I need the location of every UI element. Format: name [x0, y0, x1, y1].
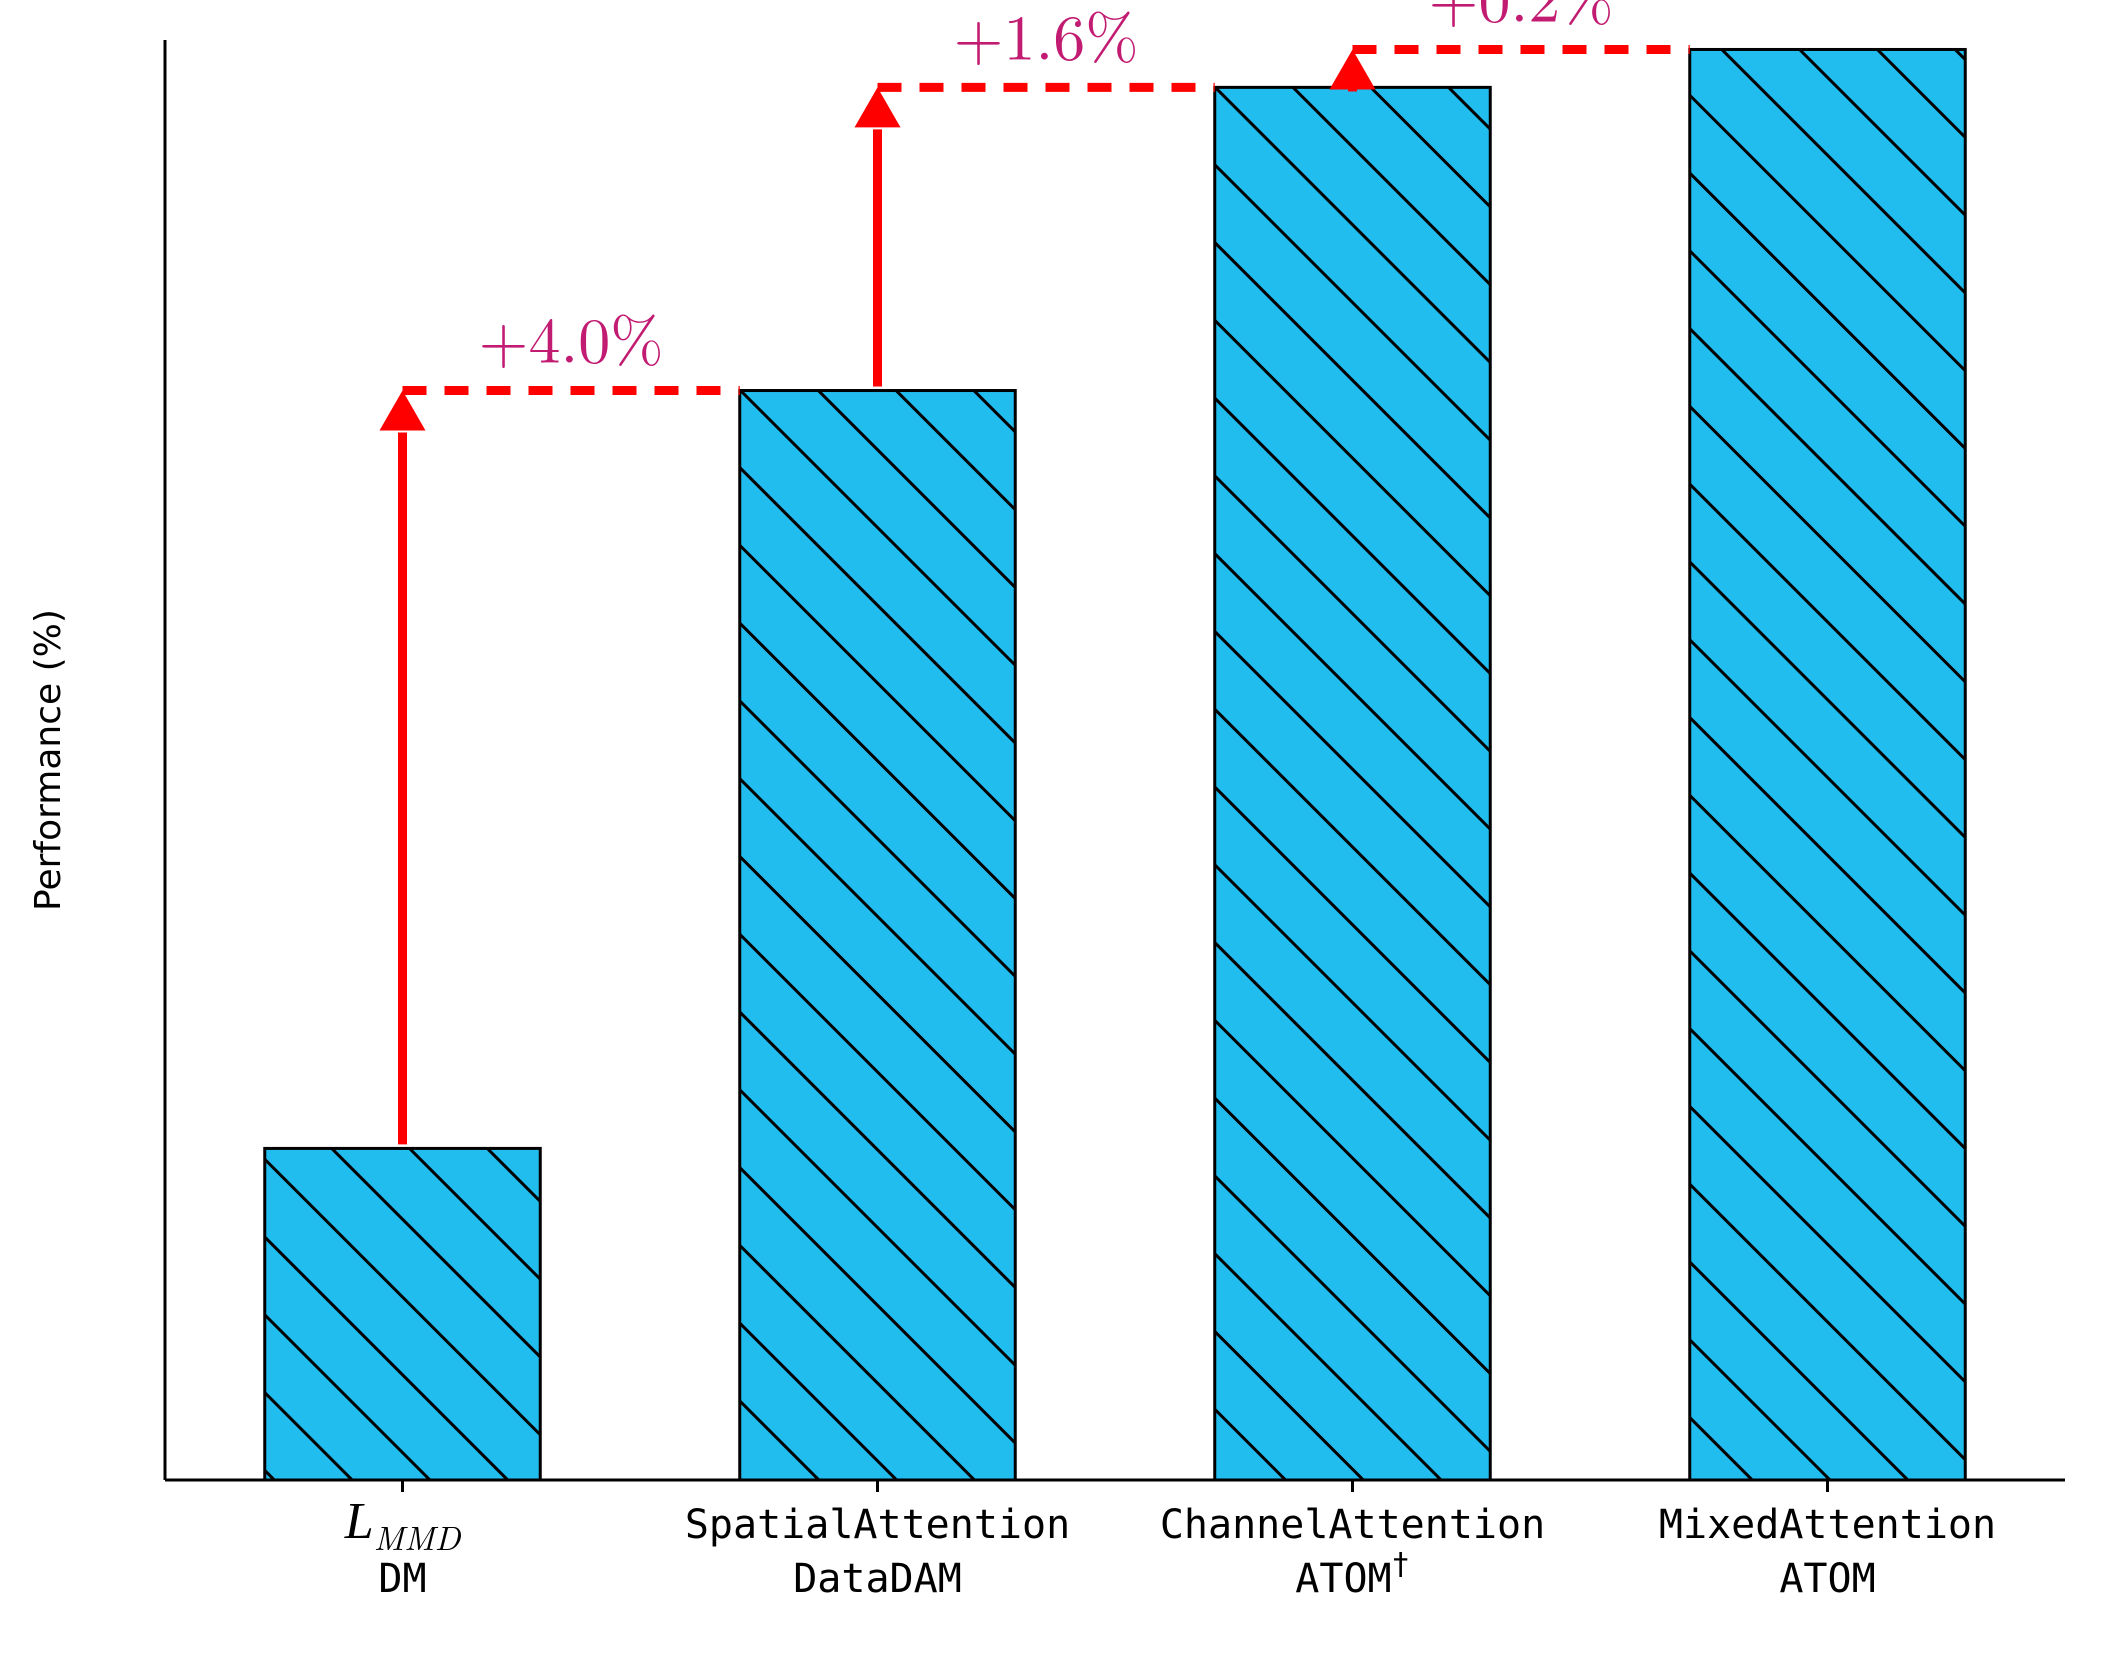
x-label-bottom-3: ATOM [1779, 1556, 1875, 1602]
x-label-top-0: LMMD [344, 1493, 462, 1560]
bar-3 [1690, 49, 1966, 1480]
bar-1 [740, 391, 1016, 1480]
x-label-top-2: ChannelAttention [1160, 1502, 1545, 1548]
delta-label-2: +0.2% [1429, 0, 1614, 40]
x-label-top-3: MixedAttention [1659, 1502, 1996, 1548]
x-label-bottom-0: DM [378, 1556, 426, 1602]
delta-label-0: +4.0% [479, 291, 664, 382]
performance-bar-chart: +4.0% +1.6% +0.2% LMMDDM SpatialAttention Dat… [0, 0, 2104, 1654]
chart-svg: +4.0% +1.6% +0.2% LMMDDM SpatialAttention Dat… [0, 0, 2104, 1654]
x-label-top-1: SpatialAttention [685, 1502, 1070, 1548]
delta-label-1: +1.6% [954, 0, 1139, 78]
delta-arrowhead-2 [1330, 49, 1376, 89]
x-label-bottom-2: ATOM† [1295, 1547, 1409, 1602]
x-label-bottom-1: DataDAM [793, 1556, 962, 1602]
delta-arrowhead-1 [855, 87, 901, 127]
bar-2 [1215, 87, 1491, 1480]
y-axis-label: Performance (%) [28, 609, 69, 911]
bar-0 [265, 1148, 541, 1480]
delta-arrowhead-0 [380, 391, 426, 431]
